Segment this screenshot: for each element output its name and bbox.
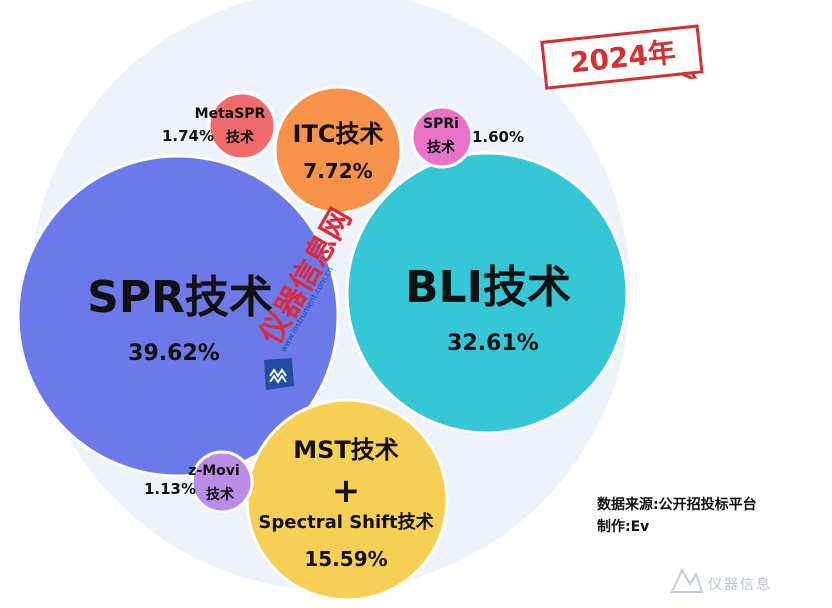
bubble-label-4: ITC技术	[293, 120, 384, 148]
source-note: 数据来源:公开招投标平台 制作:Ev	[597, 494, 757, 538]
watermark-logo-icon	[670, 567, 704, 593]
bubble-value-4: 7.72%	[303, 159, 372, 183]
bubble-value-5: 1.74%	[162, 127, 214, 145]
bubble-value-7: 1.13%	[144, 480, 196, 498]
bubble-label-7: z-Movi	[188, 463, 239, 479]
bubble-label-3: MST技术	[293, 436, 399, 464]
bubble-4	[273, 85, 403, 215]
bubble-1	[16, 154, 340, 478]
bubble-value-2: 32.61%	[447, 331, 539, 356]
bubble-label-3-extra-2: Spectral Shift技术	[258, 511, 433, 533]
bubble-label-5: MetaSPR	[195, 106, 266, 122]
author-line: 制作:Ev	[597, 519, 650, 535]
bubble-label-3-extra-1: +	[332, 471, 361, 511]
bubble-7	[190, 450, 254, 514]
year-tag: 2024年	[538, 21, 709, 94]
bubble-2	[345, 151, 629, 435]
bubble-label-6-suffix: 技术	[427, 139, 455, 156]
bubble-5	[207, 91, 277, 161]
bubble-label-5-suffix: 技术	[226, 129, 254, 146]
bubble-label-6: SPRi	[423, 116, 459, 132]
bubble-value-1: 39.62%	[128, 341, 220, 366]
bubble-value-6: 1.60%	[472, 128, 524, 146]
watermark-text: 仪器信息	[708, 577, 772, 593]
bubble-6	[410, 105, 474, 169]
bubble-value-3: 15.59%	[304, 547, 387, 571]
bubble-label-1: SPR技术	[87, 272, 273, 323]
bubble-label-2: BLI技术	[405, 262, 571, 313]
bubble-label-7-suffix: 技术	[206, 486, 234, 503]
center-watermark-logo	[264, 358, 294, 390]
source-line: 数据来源:公开招投标平台	[597, 497, 757, 513]
